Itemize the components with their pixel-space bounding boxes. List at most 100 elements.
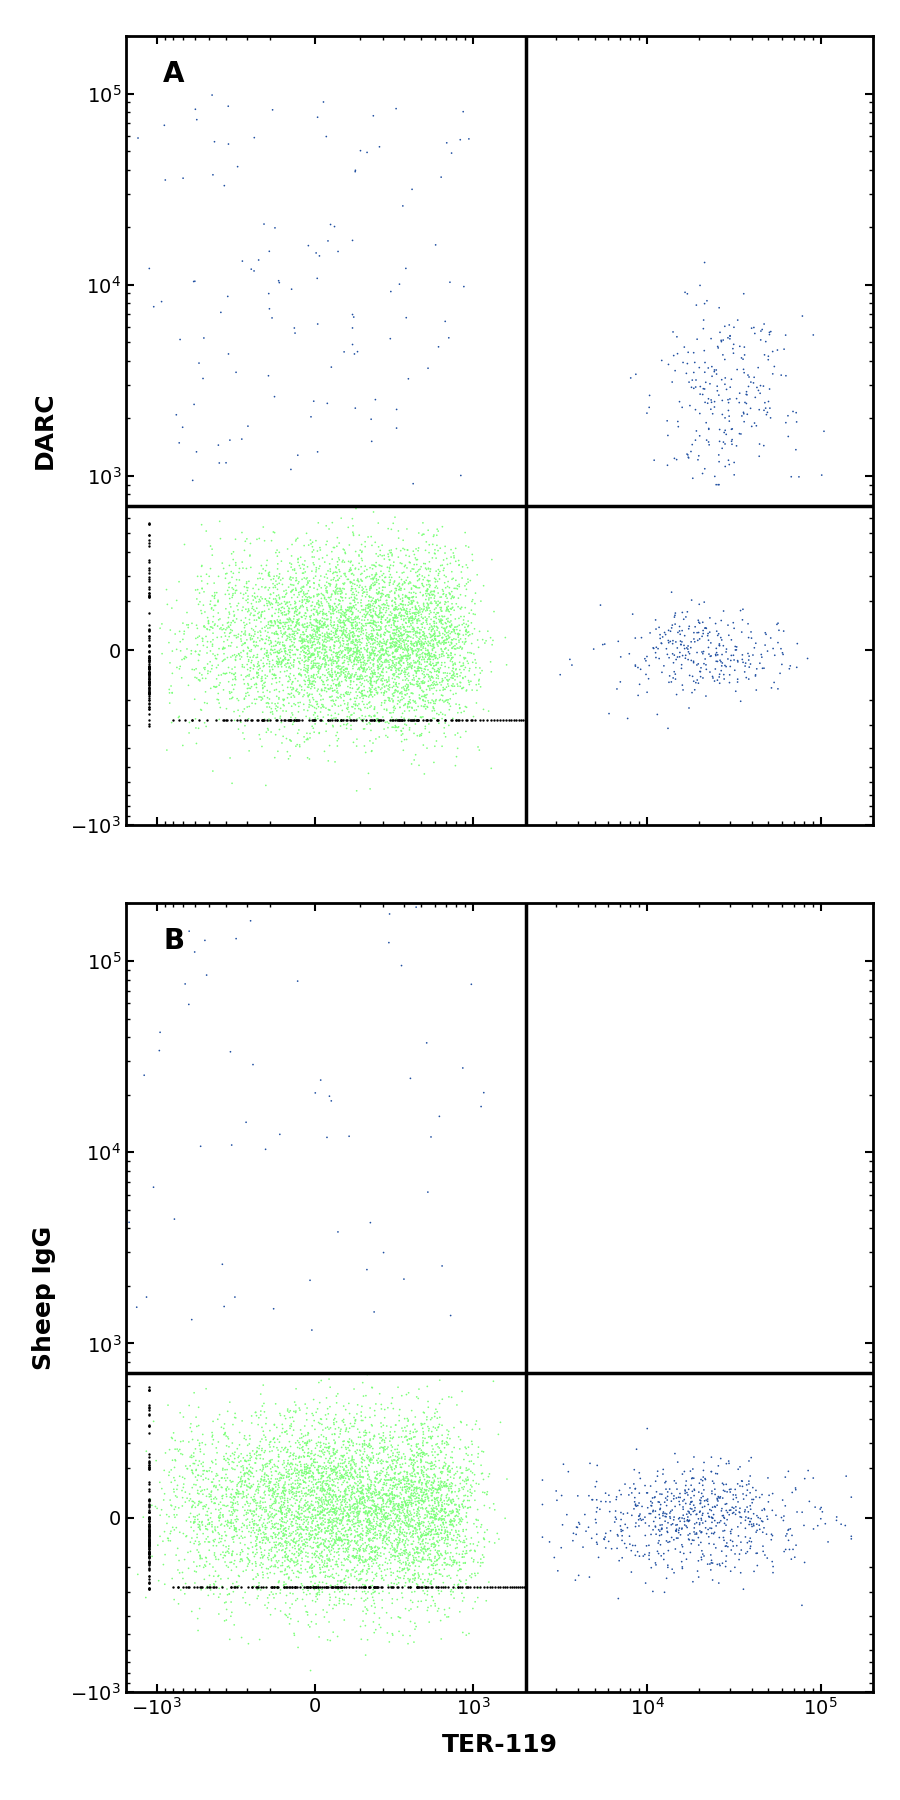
Point [389, 594, 403, 623]
Point [757, 340, 771, 369]
Point [410, 657, 424, 686]
Point [433, 686, 447, 715]
Point [307, 1573, 321, 1602]
Point [404, 1467, 419, 1496]
Point [274, 1510, 288, 1539]
Point [623, 1474, 637, 1503]
Point [302, 601, 317, 630]
Point [383, 1490, 398, 1519]
Point [716, 385, 730, 414]
Point [325, 662, 339, 691]
Point [196, 1465, 211, 1494]
Point [284, 571, 299, 599]
Point [234, 621, 248, 650]
Point [231, 1444, 246, 1472]
Point [289, 1562, 303, 1591]
Point [307, 1476, 321, 1505]
Point [405, 589, 419, 617]
Point [457, 1467, 472, 1496]
Point [286, 1442, 301, 1471]
Point [428, 671, 443, 700]
Point [376, 1474, 391, 1503]
Point [241, 1550, 256, 1579]
Point [624, 1535, 638, 1564]
Point [174, 1440, 188, 1469]
Point [232, 1480, 247, 1508]
Point [414, 704, 428, 733]
Point [248, 652, 262, 680]
Point [300, 1496, 314, 1525]
Point [373, 650, 387, 679]
Point [293, 1453, 308, 1481]
Point [411, 1523, 426, 1552]
Point [329, 626, 344, 655]
Point [387, 1483, 401, 1512]
Point [356, 1431, 370, 1460]
Point [344, 598, 358, 626]
Point [142, 1512, 157, 1541]
Point [289, 1397, 303, 1426]
Point [435, 1251, 449, 1280]
Point [309, 1435, 323, 1463]
Point [142, 1498, 157, 1526]
Point [353, 1485, 367, 1514]
Point [395, 610, 410, 639]
Point [702, 1523, 716, 1552]
Point [332, 558, 347, 587]
Point [344, 547, 358, 576]
Point [338, 1487, 352, 1516]
Point [375, 670, 390, 698]
Point [305, 1449, 320, 1478]
Point [230, 596, 245, 625]
Point [425, 686, 439, 715]
Point [202, 1570, 217, 1598]
Point [201, 1510, 215, 1539]
Point [364, 1487, 379, 1516]
Point [295, 628, 310, 657]
Point [401, 605, 416, 634]
Point [266, 1490, 280, 1519]
Point [458, 1548, 473, 1577]
Point [142, 1512, 157, 1541]
Point [343, 598, 357, 626]
Point [300, 1454, 314, 1483]
Point [268, 1523, 283, 1552]
Point [321, 1474, 336, 1503]
Point [320, 1573, 334, 1602]
Point [752, 648, 767, 677]
Point [347, 646, 362, 675]
Point [243, 1424, 257, 1453]
Point [416, 706, 430, 734]
Point [688, 373, 703, 401]
Point [419, 706, 434, 734]
Point [338, 1445, 353, 1474]
Point [416, 686, 430, 715]
Point [547, 1543, 562, 1571]
Point [340, 1492, 355, 1521]
Point [310, 657, 325, 686]
Point [142, 1555, 157, 1584]
Point [273, 560, 287, 589]
Point [364, 630, 378, 659]
Point [382, 1499, 396, 1528]
Point [294, 671, 309, 700]
Point [430, 1440, 445, 1469]
Point [268, 1573, 283, 1602]
Point [658, 1469, 672, 1498]
Point [313, 1474, 328, 1503]
Point [328, 1427, 342, 1456]
Point [420, 1472, 435, 1501]
Point [342, 1465, 356, 1494]
Point [409, 1517, 423, 1546]
Point [328, 628, 342, 657]
Point [248, 684, 262, 713]
Point [142, 666, 157, 695]
Point [772, 616, 787, 644]
Point [288, 706, 302, 734]
Point [403, 688, 418, 716]
Point [660, 1526, 674, 1555]
Point [315, 635, 329, 664]
Point [228, 1573, 242, 1602]
Point [397, 594, 411, 623]
Point [356, 1368, 370, 1397]
